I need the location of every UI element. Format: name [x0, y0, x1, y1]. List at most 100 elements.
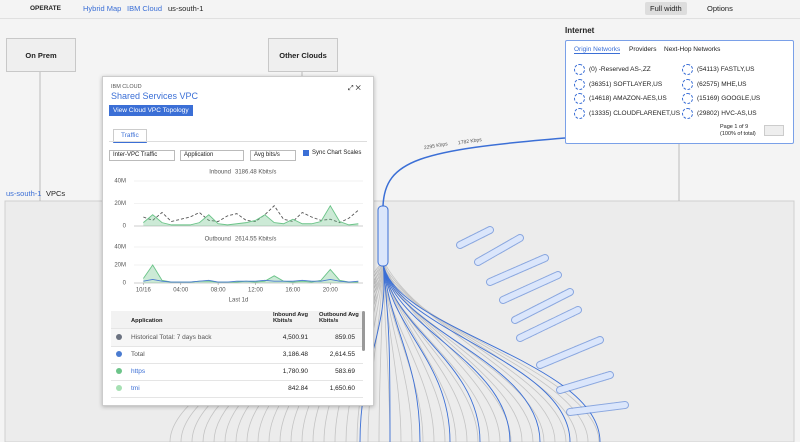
tab[interactable]: Traffic [113, 129, 147, 143]
network-item[interactable]: (36351) SOFTLAYER,US [574, 78, 662, 90]
charts: Inbound 3186.48 Kbits/s 40M 20M 0 Outbound 261… [114, 170, 363, 304]
flow [359, 261, 385, 442]
node-label: Other Clouds [279, 50, 327, 60]
chart-title: Outbound [205, 237, 231, 243]
y-tick-label: 20M [114, 201, 126, 207]
vpc-node-fill [557, 372, 613, 393]
pager[interactable] [764, 125, 784, 136]
checkbox[interactable] [303, 150, 309, 156]
node-label: On Prem [25, 50, 57, 60]
internet-panel: Origin Networks Providers Next-Hop Netwo… [565, 40, 794, 144]
network-icon [574, 78, 585, 90]
network-icon [574, 64, 585, 75]
tab[interactable]: Next-Hop Networks [664, 46, 721, 53]
network-item[interactable]: (0) -Reserved AS-,ZZ [574, 64, 651, 75]
vpc-node-fill [475, 235, 523, 265]
series-area [143, 205, 359, 226]
x-tick-label: 10/16 [136, 288, 152, 294]
network-label: (13335) CLOUDFLARENET,US [589, 109, 681, 117]
vpc-node-fill [500, 272, 561, 303]
network-item[interactable]: (29802) HVC-AS,US [682, 107, 757, 119]
flow [382, 275, 435, 442]
row-label[interactable]: https [131, 368, 146, 375]
row-dot [116, 368, 122, 374]
row-dot [116, 351, 122, 357]
full-width-button[interactable]: Full width [645, 2, 687, 15]
node[interactable]: On Prem [6, 38, 76, 72]
y-tick-label: 40M [114, 179, 126, 185]
network-item[interactable]: (13335) CLOUDFLARENET,US [574, 107, 681, 119]
vpc-node-fill [567, 402, 628, 415]
network-icon [682, 107, 693, 119]
series-line [143, 204, 359, 226]
row-inbound: 1,780.90 [282, 368, 308, 375]
gateway-node [377, 205, 389, 267]
y-tick-label: 0 [123, 224, 127, 230]
row-label[interactable]: tmi [131, 385, 140, 392]
share: (100% of total) [720, 131, 756, 137]
table-row: https 1,780.90 583.69 [111, 363, 363, 381]
eyebrow: IBM CLOUD [111, 84, 142, 90]
network-item[interactable]: (54113) FASTLY,US [682, 64, 754, 75]
x-tick-label: 12:00 [248, 288, 264, 294]
select[interactable]: Inter-VPC Traffic [109, 150, 175, 161]
flow [378, 275, 384, 442]
topology-button[interactable]: View Cloud VPC Topology [109, 105, 193, 116]
flow [382, 263, 567, 442]
network-item[interactable]: (15169) GOOGLE,US [682, 93, 760, 104]
network-item[interactable]: (62575) MHE,US [682, 78, 747, 90]
row-inbound: 842.84 [288, 385, 308, 392]
column-header[interactable]: Inbound Avg Kbits/s [273, 312, 308, 324]
flow [382, 261, 451, 442]
link [382, 137, 566, 207]
network-icon [682, 93, 693, 104]
flow [382, 261, 511, 442]
table-row: Total 3,186.48 2,614.55 [111, 346, 363, 364]
vpc-node-fill [537, 337, 603, 368]
flow [382, 267, 578, 442]
breadcrumb[interactable]: Hybrid Map [83, 4, 122, 13]
node[interactable]: Other Clouds [268, 38, 338, 72]
link-label: 2295 Kbps [424, 141, 449, 151]
network-label: (15169) GOOGLE,US [697, 95, 761, 102]
y-tick-label: 0 [123, 281, 127, 287]
chart-total: 2614.55 Kbits/s [235, 237, 276, 243]
select[interactable]: Avg bits/s [250, 150, 296, 161]
column-header: Outbound Avg Kbits/s [319, 312, 359, 324]
x-tick-label: 04:00 [173, 288, 189, 294]
flow [382, 271, 589, 442]
network-icon [682, 64, 693, 75]
row-dot [116, 334, 122, 340]
network-label: (14618) AMAZON-AES,US [589, 95, 667, 102]
table-header: Application Inbound Avg Kbits/s Outbound A… [111, 311, 363, 329]
options-button[interactable]: Options [707, 4, 733, 13]
vpc-node-fill [512, 289, 573, 323]
series-line [143, 278, 359, 283]
internet-title: Internet [565, 26, 595, 35]
network-label: (54113) FASTLY,US [697, 66, 755, 73]
panel-title: Shared Services VPC [111, 91, 199, 101]
row-outbound: 583.69 [335, 368, 355, 375]
tab[interactable]: Origin Networks [574, 46, 621, 54]
pagination: Page 1 of 9 [720, 124, 749, 130]
network-item[interactable]: (14618) AMAZON-AES,US [574, 93, 667, 104]
top-bar: OPERATE Hybrid Map IBM Cloud us-south-1 … [0, 0, 800, 19]
row-inbound: 3,186.48 [282, 351, 308, 358]
x-tick-label: 08:00 [211, 288, 227, 294]
column-header: Application [131, 318, 163, 324]
network-label: (29802) HVC-AS,US [697, 109, 757, 117]
vpc-node-fill [517, 307, 581, 341]
checkbox-label: Sync Chart Scales [312, 150, 362, 156]
breadcrumb[interactable]: IBM Cloud [127, 4, 163, 13]
close[interactable]: ⤢ ✕ [348, 85, 361, 92]
row-dot [116, 385, 122, 391]
tab[interactable]: Providers [629, 46, 657, 53]
row-inbound: 4,500.91 [282, 334, 308, 341]
breadcrumb: us-south-1 [168, 4, 204, 13]
select[interactable]: Application [180, 150, 244, 161]
row-label: Total [131, 351, 145, 358]
chart-title: Inbound [209, 170, 231, 176]
flow [382, 261, 541, 442]
x-tick-label: 20:00 [323, 288, 339, 294]
